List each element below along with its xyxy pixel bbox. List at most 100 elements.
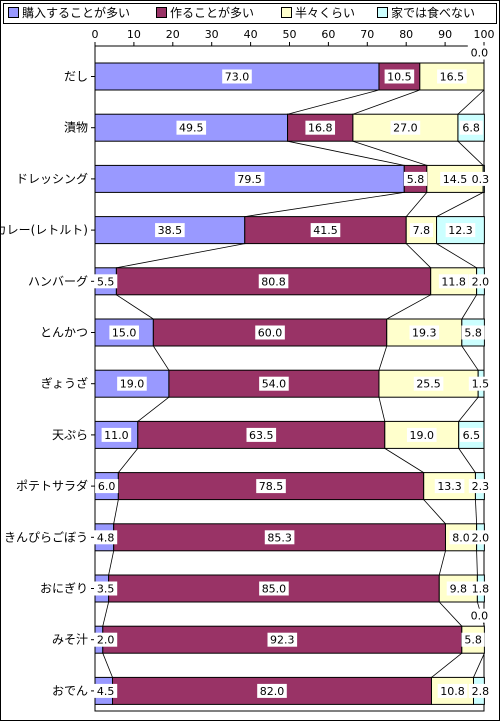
data-label: 14.5 [443,173,468,186]
x-tick-label: 80 [399,28,413,41]
series-line [457,140,484,166]
legend-item-not-eaten: 家では食べない [377,6,475,20]
series-line [102,601,110,627]
data-label: 2.8 [472,685,490,698]
data-label-bg [246,427,277,442]
legend-swatch-half [281,7,292,18]
data-label: 19.3 [412,327,437,340]
data-label: 1.8 [472,583,490,596]
data-label-bg [468,274,492,289]
data-label: 60.0 [258,327,283,340]
data-label-bg [461,632,485,647]
category-label: みそ汁 [52,633,88,647]
data-label: 6.0 [98,480,116,493]
data-label: 6.8 [462,122,480,135]
data-label: 4.5 [97,685,115,698]
x-tick-label: 60 [321,28,335,41]
data-label-bg [437,69,467,84]
series-line [475,499,478,524]
data-label-bg [264,530,295,545]
data-label: 5.8 [464,327,482,340]
data-label-bg [440,171,470,186]
series-line [458,396,479,422]
legend-label-not-eaten: 家では食べない [391,6,476,20]
x-tick-label: 70 [360,28,374,41]
series-line [378,397,386,422]
data-label: 11.8 [441,275,466,288]
data-label-bg [434,479,465,494]
data-label-bg [117,376,147,391]
series-line [476,550,478,576]
series-line [405,243,431,269]
category-label: 漬物 [64,120,88,135]
series-line [352,89,420,115]
data-label-bg [467,608,491,623]
data-label: 80.8 [261,275,286,288]
legend-swatch-not-eaten [377,7,388,18]
legend-item-half: 半々くらい [281,6,355,20]
data-label-bg [109,325,139,340]
data-label-bg [234,171,265,186]
data-label-bg [409,223,433,238]
data-label-bg [467,45,491,60]
data-label: 9.8 [450,583,468,596]
category-label: ポテトサラダ [16,478,88,493]
data-label: 8.0 [452,531,470,544]
series-line [287,89,380,115]
series-line [113,499,119,524]
series-line [153,345,170,371]
series-line [473,653,485,678]
series-line [438,601,463,627]
data-label-bg [256,479,286,494]
series-line [423,499,446,525]
data-label-bg [259,376,289,391]
legend-label-half: 半々くらい [295,6,356,20]
data-label-bg [222,69,252,84]
data-label: 78.5 [259,480,284,493]
x-tick-label: 20 [166,28,180,41]
legend-label-homemade: 作ることが多い [170,6,255,20]
series-line [384,448,424,473]
data-label: 38.5 [158,224,183,237]
data-label: 5.8 [407,173,425,186]
data-label-bg [459,120,483,135]
data-label: 63.5 [249,429,274,442]
data-label-bg [413,376,444,391]
series-line [438,550,446,576]
legend-item-purchase: 購入することが多い [8,6,130,20]
series-line [116,294,154,320]
data-label: 13.3 [437,480,462,493]
data-label-bg [438,274,469,289]
x-tick-label: 10 [127,28,141,41]
data-label-bg [259,581,289,596]
data-label-bg [384,69,415,84]
bar-segment [94,164,405,193]
data-label-bg [94,683,118,698]
data-label: 4.8 [97,531,115,544]
series-line [244,192,405,217]
series-line [436,192,484,217]
data-label: 2.3 [472,480,490,493]
data-label-bg [461,325,485,340]
data-label-bg [95,479,119,494]
series-line [352,140,427,166]
data-label: 0.3 [472,173,490,186]
data-label: 19.0 [120,378,145,391]
data-label: 0.0 [471,47,489,60]
category-label: おでん [52,684,88,698]
data-label: 1.5 [472,378,490,391]
data-label: 16.5 [440,71,465,84]
series-line [137,396,170,422]
data-label: 7.8 [413,224,431,237]
category-label: とんかつ [40,326,88,340]
series-line [378,345,388,371]
data-label-bg [468,376,492,391]
data-label-bg [468,530,492,545]
x-tick-label: 90 [438,28,452,41]
data-label: 2.0 [97,634,115,647]
data-label-bg [310,223,341,238]
data-label: 85.0 [262,583,287,596]
data-label: 82.0 [260,685,285,698]
category-label: だし [64,70,88,84]
series-line [118,448,139,473]
